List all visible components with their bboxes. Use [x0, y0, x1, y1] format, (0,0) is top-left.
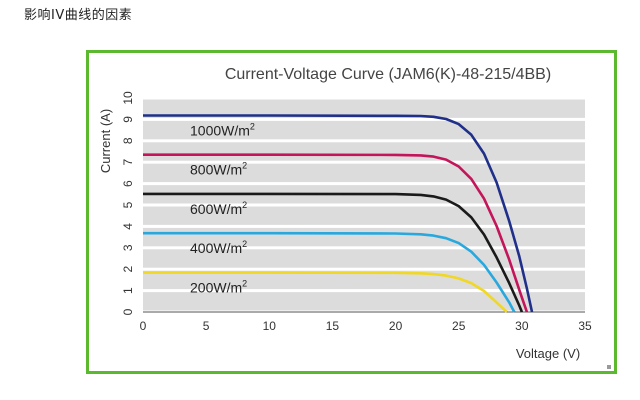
grid-band [143, 142, 585, 161]
series-line [143, 271, 508, 313]
series-label: 600W/m2 [190, 200, 247, 217]
y-tick-label: 5 [121, 201, 135, 208]
x-tick-label: 5 [203, 319, 210, 333]
y-tick-label: 10 [121, 91, 135, 105]
series-label: 1000W/m2 [190, 122, 255, 139]
page-heading: 影响IV曲线的因素 [24, 8, 133, 23]
y-tick-label: 9 [121, 116, 135, 123]
series-layer [143, 114, 534, 313]
grid-band [143, 292, 585, 311]
y-tick-label: 2 [121, 266, 135, 273]
series-line [143, 153, 529, 313]
series-label: 800W/m2 [190, 161, 247, 178]
x-axis-label: Voltage (V) [516, 346, 580, 361]
series-label: 400W/m2 [190, 239, 247, 256]
series-line [143, 114, 534, 313]
y-tick-label: 1 [121, 287, 135, 294]
series-line [143, 192, 524, 313]
grid-band [143, 163, 585, 183]
x-tick-label: 0 [140, 319, 147, 333]
x-tick-label: 10 [263, 319, 277, 333]
x-tick-label: 30 [515, 319, 529, 333]
series-line [143, 231, 516, 313]
grid-layer [143, 99, 585, 313]
x-tick-label: 25 [452, 319, 466, 333]
y-tick-label: 6 [121, 180, 135, 187]
series-label: 200W/m2 [190, 279, 247, 296]
x-tick-label: 15 [326, 319, 340, 333]
y-axis-label: Current (A) [98, 109, 113, 173]
y-tick-label: 4 [121, 223, 135, 230]
y-tick-label: 7 [121, 159, 135, 166]
chart-title: Current-Voltage Curve (JAM6(K)-48-215/4B… [225, 66, 551, 83]
grid-band [143, 120, 585, 140]
x-tick-label: 35 [578, 319, 592, 333]
label-layer: 1000W/m2 800W/m2 600W/m2 400W/m2 200W/m2 [190, 122, 255, 296]
frame-corner-marker [607, 365, 611, 369]
grid-band [143, 99, 585, 118]
tick-layer: 0 5 10 15 20 25 30 35 0 1 2 3 4 5 6 7 8 9 10 [121, 91, 592, 333]
x-tick-label: 20 [389, 319, 403, 333]
y-tick-label: 8 [121, 137, 135, 144]
y-tick-label: 0 [121, 308, 135, 315]
y-tick-label: 3 [121, 244, 135, 251]
